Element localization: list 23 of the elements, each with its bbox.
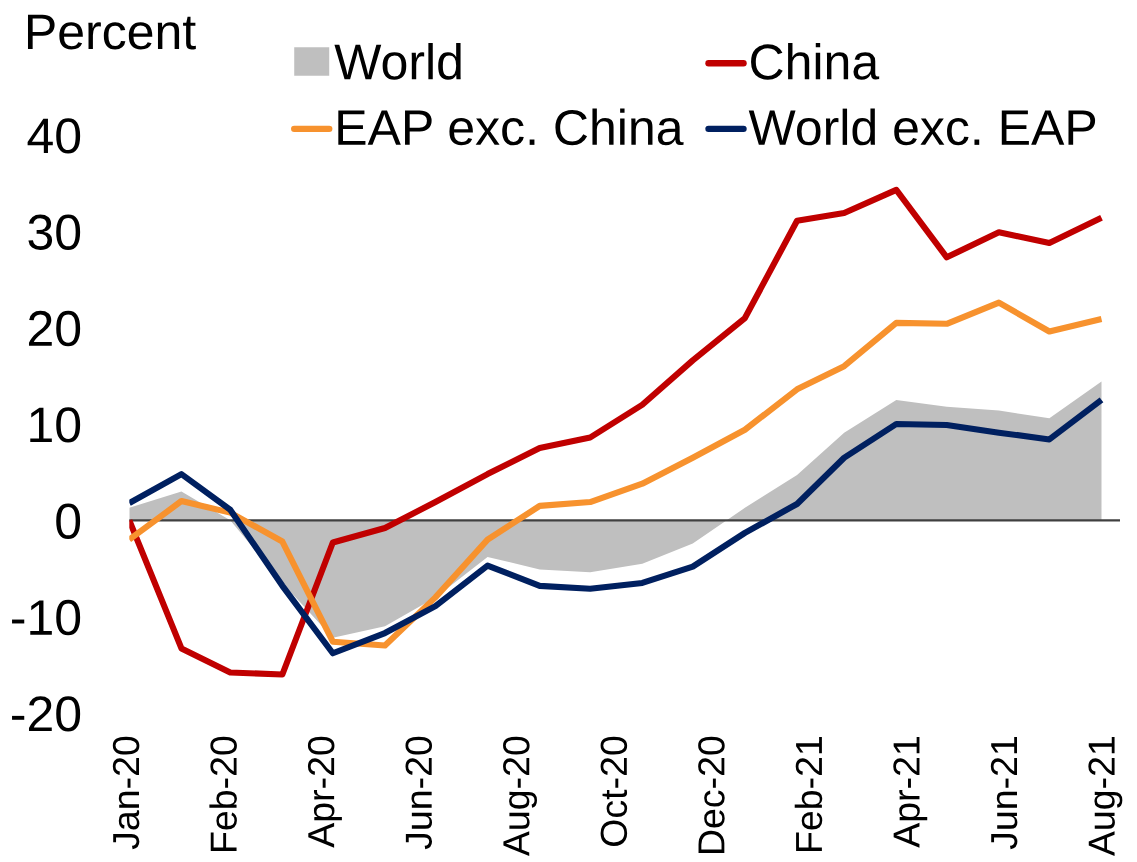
x-tick-label: Aug-20 [503, 736, 537, 857]
legend-label: World exc. EAP [748, 108, 1096, 146]
x-tick-label: Jun-20 [405, 736, 433, 850]
y-tick-label: 20 [28, 310, 81, 347]
y-tick-label: 40 [27, 118, 81, 154]
x-tick-label: Feb-20 [209, 736, 237, 851]
y-tick-label: -20 [12, 696, 81, 732]
x-tick-label: Apr-21 [893, 737, 928, 848]
y-tick-label: 0 [56, 503, 81, 539]
y-tick-label: 30 [28, 214, 81, 250]
y-tick-label: 10 [30, 407, 81, 443]
y-axis-title: Percent [27, 14, 196, 50]
legend-label: EAP exc. China [338, 108, 684, 146]
x-tick-label: Jun-21 [990, 737, 1018, 850]
x-tick-label: Apr-20 [307, 736, 342, 848]
x-tick-label: Aug-21 [1088, 737, 1123, 857]
y-tick-label: -10 [12, 599, 81, 636]
legend-label: World [334, 43, 461, 80]
legend-label: China [751, 43, 880, 80]
x-tick-label: Jan-20 [112, 736, 140, 850]
x-tick-label: Feb-21 [794, 737, 823, 851]
x-tick-label: Dec-20 [698, 736, 725, 854]
x-tick-label: Oct-20 [600, 736, 628, 846]
